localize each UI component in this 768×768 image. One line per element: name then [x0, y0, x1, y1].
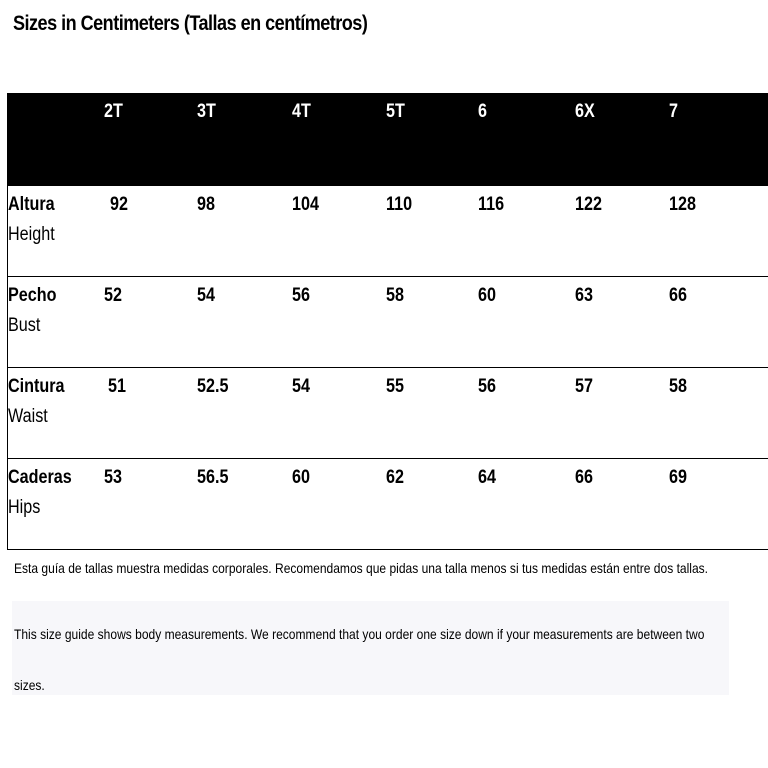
cell-value: 58 — [668, 375, 687, 397]
row-label-es: Pecho — [8, 284, 57, 306]
row-label-es: Cintura — [8, 375, 65, 397]
cell-value: 60 — [477, 284, 496, 306]
table-cell: 66 — [668, 275, 768, 367]
page-title: Sizes in Centimeters (Tallas en centímet… — [13, 12, 368, 35]
table-cell: 110 — [385, 184, 478, 276]
size-note-spanish: Esta guía de tallas muestra medidas corp… — [14, 560, 709, 576]
cell-value: 104 — [291, 193, 319, 215]
table-cell: 60 — [291, 457, 386, 550]
cell-value: 51 — [107, 375, 126, 397]
table-cell: 92 — [103, 184, 197, 276]
cell-value: 53 — [103, 466, 122, 488]
cell-value: 60 — [291, 466, 310, 488]
table-cell: 60 — [477, 275, 575, 367]
row-label-es: Caderas — [8, 466, 72, 488]
table-row-height: Altura Height 92 98 104 110 116 122 128 — [7, 184, 768, 276]
size-header-6: 6 — [478, 93, 575, 185]
table-cell: 52 — [103, 275, 197, 367]
table-cell: 55 — [385, 366, 478, 458]
size-header-3t: 3T — [197, 93, 292, 185]
cell-value: 66 — [574, 466, 593, 488]
size-header-4t: 4T — [292, 93, 386, 185]
table-cell: 62 — [385, 457, 478, 550]
size-header-label: 2T — [103, 101, 123, 122]
row-label-wrapper: Pecho Bust — [8, 285, 56, 337]
row-label-wrapper: Caderas Hips — [8, 467, 72, 519]
cell-value: 54 — [196, 284, 215, 306]
table-cell: 64 — [477, 457, 575, 550]
size-note-english-box: This size guide shows body measurements.… — [12, 601, 729, 695]
size-header-5t: 5T — [386, 93, 478, 185]
table-cell: 51 — [103, 366, 197, 458]
row-label-cell: Cintura Waist — [7, 366, 104, 458]
cell-value: 56.5 — [196, 466, 228, 488]
table-cell: 104 — [291, 184, 386, 276]
size-header-label: 6 — [477, 101, 487, 122]
header-corner-cell — [7, 93, 104, 185]
cell-value: 64 — [477, 466, 496, 488]
row-label-en: Bust — [8, 314, 41, 336]
row-label-es: Altura — [8, 193, 55, 215]
row-label-wrapper: Altura Height — [8, 194, 55, 246]
cell-value: 116 — [477, 193, 504, 215]
cell-value: 66 — [668, 284, 687, 306]
cell-value: 92 — [109, 193, 128, 215]
table-row-hips: Caderas Hips 53 56.5 60 62 64 66 69 — [7, 457, 768, 550]
size-header-label: 3T — [196, 101, 216, 122]
table-cell: 54 — [291, 366, 386, 458]
table-cell: 56.5 — [196, 457, 292, 550]
table-cell: 56 — [477, 366, 575, 458]
table-cell: 54 — [196, 275, 292, 367]
cell-value: 55 — [385, 375, 404, 397]
size-header-2t: 2T — [104, 93, 197, 185]
table-row-bust: Pecho Bust 52 54 56 58 60 63 66 — [7, 275, 768, 367]
row-label-cell: Caderas Hips — [7, 457, 104, 550]
cell-value: 56 — [477, 375, 496, 397]
table-cell: 98 — [196, 184, 292, 276]
size-chart-table: 2T 3T 4T 5T 6 6X 7 Altura Height 92 98 1… — [7, 93, 768, 550]
row-label-en: Waist — [8, 405, 48, 427]
size-note-english-line-1: This size guide shows body measurements.… — [14, 626, 705, 642]
table-cell: 128 — [668, 184, 768, 276]
table-cell: 52.5 — [196, 366, 292, 458]
table-row-waist: Cintura Waist 51 52.5 54 55 56 57 58 — [7, 366, 768, 458]
cell-value: 57 — [574, 375, 593, 397]
row-label-cell: Pecho Bust — [7, 275, 104, 367]
cell-value: 62 — [385, 466, 404, 488]
row-label-wrapper: Cintura Waist — [8, 376, 65, 428]
row-label-en: Height — [8, 223, 55, 245]
cell-value: 98 — [196, 193, 215, 215]
table-cell: 122 — [574, 184, 669, 276]
size-header-label: 6X — [574, 101, 595, 122]
table-cell: 56 — [291, 275, 386, 367]
cell-value: 110 — [385, 193, 412, 215]
size-header-label: 4T — [291, 101, 311, 122]
row-label-cell: Altura Height — [7, 184, 104, 276]
cell-value: 54 — [291, 375, 310, 397]
cell-value: 58 — [385, 284, 404, 306]
table-cell: 63 — [574, 275, 669, 367]
cell-value: 128 — [668, 193, 696, 215]
table-cell: 116 — [477, 184, 575, 276]
table-cell: 58 — [385, 275, 478, 367]
table-cell: 69 — [668, 457, 768, 550]
size-header-7: 7 — [668, 93, 768, 185]
row-label-en: Hips — [8, 496, 41, 518]
table-cell: 58 — [668, 366, 768, 458]
size-note-english-line-2: sizes. — [14, 677, 45, 693]
table-cell: 66 — [574, 457, 669, 550]
size-header-label: 7 — [668, 101, 678, 122]
size-header-label: 5T — [385, 101, 405, 122]
cell-value: 122 — [574, 193, 602, 215]
cell-value: 56 — [291, 284, 310, 306]
cell-value: 52.5 — [196, 375, 228, 397]
table-header-row: 2T 3T 4T 5T 6 6X 7 — [7, 93, 768, 185]
size-header-6x: 6X — [575, 93, 669, 185]
table-cell: 53 — [103, 457, 197, 550]
cell-value: 63 — [574, 284, 593, 306]
cell-value: 52 — [103, 284, 122, 306]
cell-value: 69 — [668, 466, 687, 488]
table-cell: 57 — [574, 366, 669, 458]
